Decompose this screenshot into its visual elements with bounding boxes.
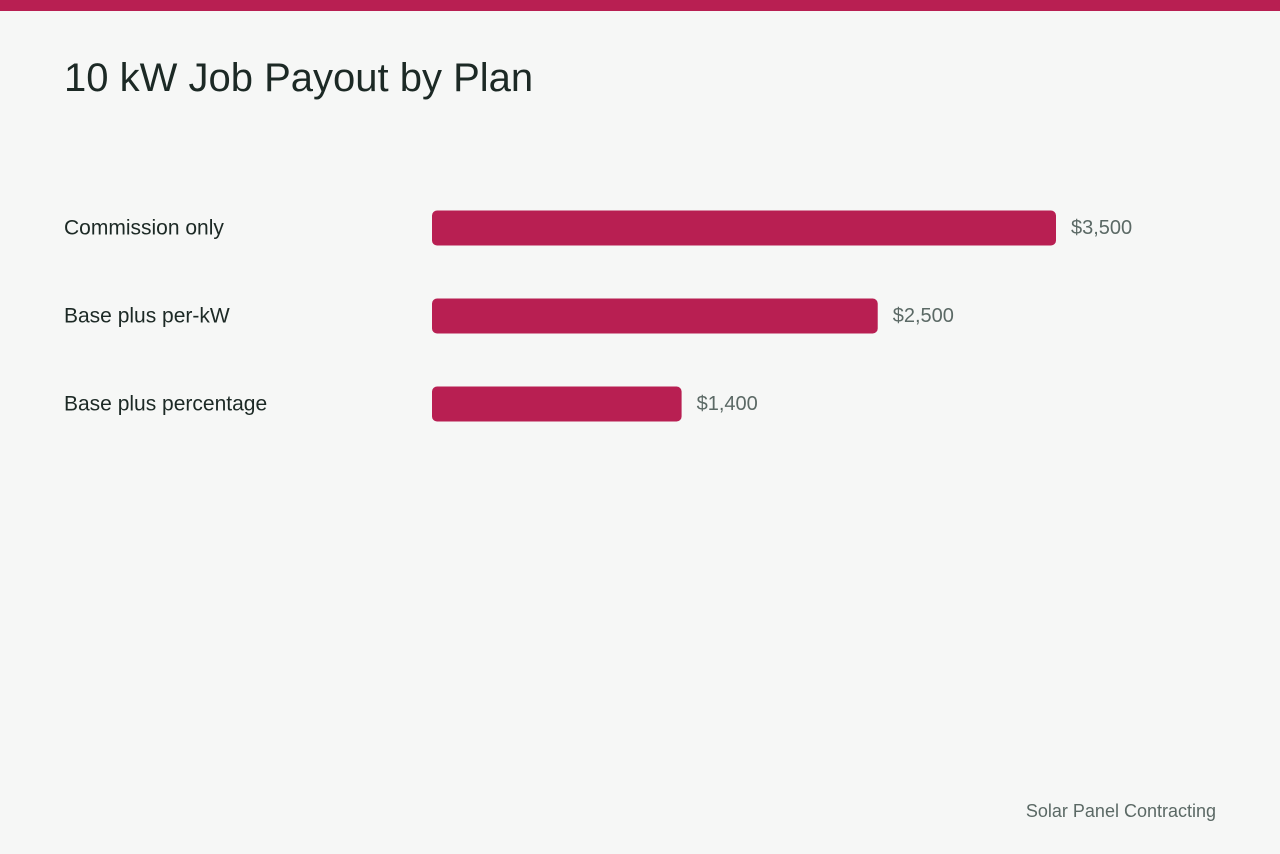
category-label: Base plus percentage (64, 393, 267, 416)
value-label: $1,400 (697, 393, 758, 415)
bar (432, 298, 878, 334)
category-label: Commission only (64, 217, 224, 240)
accent-top-bar (0, 0, 1280, 11)
footer-source: Solar Panel Contracting (1025, 801, 1216, 821)
bar (432, 386, 682, 422)
category-label: Base plus per-kW (64, 305, 230, 328)
value-label: $2,500 (893, 305, 954, 327)
chart-title: 10 kW Job Payout by Plan (64, 56, 534, 100)
bar (432, 210, 1056, 246)
value-label: $3,500 (1071, 217, 1132, 239)
